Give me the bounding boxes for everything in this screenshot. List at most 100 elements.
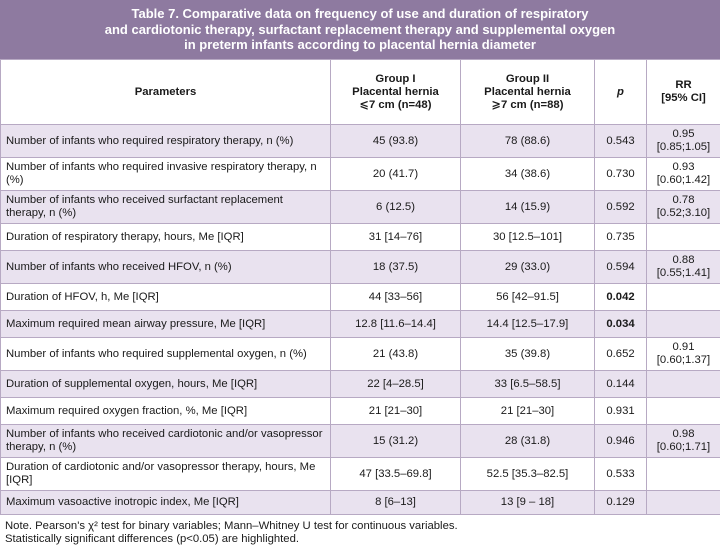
p-cell: 0.931 (594, 397, 647, 425)
param-cell: Duration of HFOV, h, Me [IQR] (0, 283, 331, 311)
param-cell: Maximum required mean airway pressure, M… (0, 310, 331, 338)
rr-cell (646, 223, 720, 251)
header-group1-line: Group I (375, 72, 416, 85)
rr-value: 0.98 (672, 428, 695, 440)
header-p: p (594, 59, 647, 125)
rr-value: 0.78 (672, 194, 695, 206)
group1-cell: 12.8 [11.6–14.4] (330, 310, 461, 338)
p-cell: 0.533 (594, 457, 647, 491)
rr-cell (646, 310, 720, 338)
table-row: Maximum required oxygen fraction, %, Me … (0, 397, 720, 425)
table-row: Maximum vasoactive inotropic index, Me [… (0, 490, 720, 515)
group1-cell: 45 (93.8) (330, 124, 461, 158)
group2-cell: 35 (39.8) (460, 337, 595, 371)
p-cell: 0.730 (594, 157, 647, 191)
rr-cell: 0.98 [0.60;1.71] (646, 424, 720, 458)
table-row: Number of infants who required supplemen… (0, 337, 720, 371)
group2-cell: 30 [12.5–101] (460, 223, 595, 251)
header-group2: Group II Placental hernia ⩾7 cm (n=88) (460, 59, 595, 125)
rr-cell (646, 370, 720, 398)
table-title-line: Table 7. Comparative data on frequency o… (131, 6, 589, 21)
header-rr: RR [95% CI] (646, 59, 720, 125)
p-cell: 0.735 (594, 223, 647, 251)
table-note: Note. Pearson's χ² test for binary varia… (0, 515, 720, 546)
param-cell: Number of infants who received HFOV, n (… (0, 250, 331, 284)
group2-cell: 52.5 [35.3–82.5] (460, 457, 595, 491)
header-group1-line: Placental hernia (352, 85, 439, 98)
header-group1: Group I Placental hernia ⩽7 cm (n=48) (330, 59, 461, 125)
p-cell: 0.144 (594, 370, 647, 398)
table-title-line: and cardiotonic therapy, surfactant repl… (104, 21, 616, 37)
group2-cell: 34 (38.6) (460, 157, 595, 191)
header-group2-line: ⩾7 cm (n=88) (491, 98, 564, 111)
rr-ci: [0.60;1.42] (656, 174, 711, 186)
table-title-line: in preterm infants according to placenta… (184, 37, 536, 52)
group1-cell: 18 (37.5) (330, 250, 461, 284)
rr-value: 0.91 (672, 341, 695, 353)
group1-cell: 31 [14–76] (330, 223, 461, 251)
param-cell: Duration of supplemental oxygen, hours, … (0, 370, 331, 398)
p-cell: 0.543 (594, 124, 647, 158)
group1-cell: 6 (12.5) (330, 190, 461, 224)
p-cell: 0.946 (594, 424, 647, 458)
header-rr-line: RR (675, 79, 692, 91)
rr-value: 0.93 (672, 161, 695, 173)
group1-cell: 8 [6–13] (330, 490, 461, 515)
group1-cell: 21 [21–30] (330, 397, 461, 425)
param-cell: Number of infants who required supplemen… (0, 337, 331, 371)
table-row: Duration of cardiotonic and/or vasopress… (0, 457, 720, 491)
rr-cell: 0.78 [0.52;3.10] (646, 190, 720, 224)
param-cell: Maximum vasoactive inotropic index, Me [… (0, 490, 331, 515)
group2-cell: 13 [9 – 18] (460, 490, 595, 515)
param-cell: Duration of respiratory therapy, hours, … (0, 223, 331, 251)
p-cell: 0.129 (594, 490, 647, 515)
param-cell: Number of infants who required invasive … (0, 157, 331, 191)
group1-cell: 22 [4–28.5] (330, 370, 461, 398)
table-row: Number of infants who received cardioton… (0, 424, 720, 458)
rr-cell (646, 457, 720, 491)
p-cell: 0.592 (594, 190, 647, 224)
rr-cell (646, 397, 720, 425)
group1-cell: 44 [33–56] (330, 283, 461, 311)
p-cell-significant: 0.034 (594, 310, 647, 338)
table-title: Table 7. Comparative data on frequency o… (0, 0, 720, 59)
note-line: Statistically significant differences (p… (5, 533, 299, 545)
group2-cell: 28 (31.8) (460, 424, 595, 458)
group2-cell: 21 [21–30] (460, 397, 595, 425)
rr-value: 0.88 (672, 254, 695, 266)
rr-cell: 0.91 [0.60;1.37] (646, 337, 720, 371)
rr-ci: [0.85;1.05] (656, 141, 711, 153)
p-cell: 0.652 (594, 337, 647, 371)
table-row: Number of infants who required respirato… (0, 124, 720, 158)
param-cell: Number of infants who received cardioton… (0, 424, 331, 458)
rr-cell: 0.93 [0.60;1.42] (646, 157, 720, 191)
rr-ci: [0.60;1.37] (656, 354, 711, 366)
param-cell: Maximum required oxygen fraction, %, Me … (0, 397, 331, 425)
rr-ci: [0.55;1.41] (656, 267, 711, 279)
param-cell: Duration of cardiotonic and/or vasopress… (0, 457, 331, 491)
group1-cell: 15 (31.2) (330, 424, 461, 458)
header-parameters: Parameters (0, 59, 331, 125)
group1-cell: 47 [33.5–69.8] (330, 457, 461, 491)
group2-cell: 78 (88.6) (460, 124, 595, 158)
table-row: Maximum required mean airway pressure, M… (0, 310, 720, 338)
group2-cell: 14.4 [12.5–17.9] (460, 310, 595, 338)
rr-ci: [0.52;3.10] (656, 207, 711, 219)
group2-cell: 29 (33.0) (460, 250, 595, 284)
table-row: Number of infants who required invasive … (0, 157, 720, 191)
group2-cell: 14 (15.9) (460, 190, 595, 224)
rr-value: 0.95 (672, 128, 695, 140)
header-p-label: p (617, 85, 624, 98)
rr-cell: 0.88 [0.55;1.41] (646, 250, 720, 284)
note-line: Note. Pearson's χ² test for binary varia… (5, 520, 458, 532)
table-row: Number of infants who received HFOV, n (… (0, 250, 720, 284)
group1-cell: 21 (43.8) (330, 337, 461, 371)
rr-cell (646, 490, 720, 515)
param-cell: Number of infants who required respirato… (0, 124, 331, 158)
table-row: Duration of supplemental oxygen, hours, … (0, 370, 720, 398)
rr-ci: [0.60;1.71] (656, 441, 711, 453)
rr-cell: 0.95 [0.85;1.05] (646, 124, 720, 158)
header-group1-line: ⩽7 cm (n=48) (359, 98, 432, 111)
group1-cell: 20 (41.7) (330, 157, 461, 191)
header-group2-line: Group II (505, 72, 550, 85)
